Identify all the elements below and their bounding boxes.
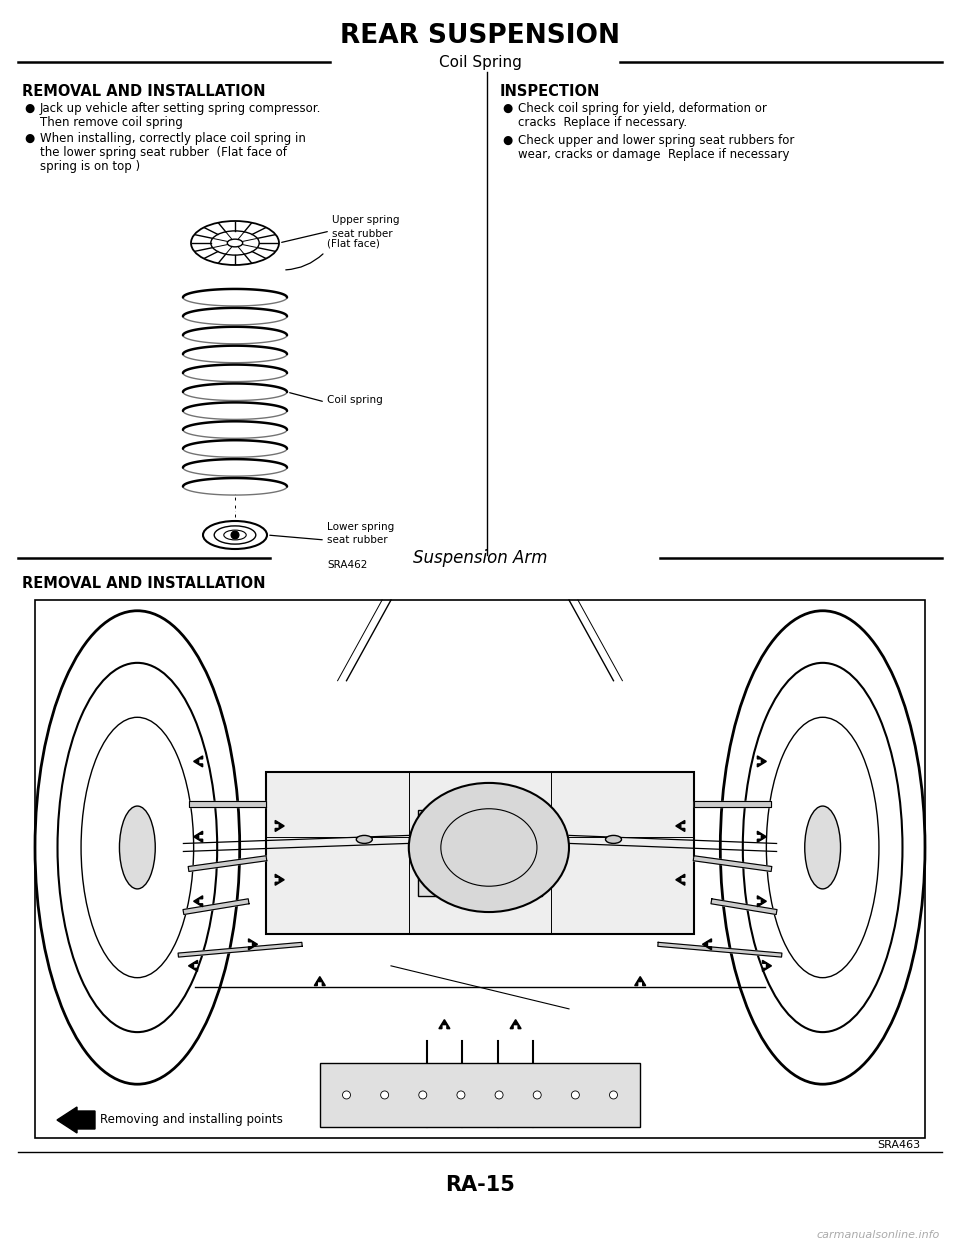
- Circle shape: [571, 1091, 579, 1099]
- FancyArrow shape: [314, 976, 325, 986]
- Ellipse shape: [409, 783, 569, 913]
- Ellipse shape: [119, 806, 156, 889]
- Text: ●: ●: [24, 102, 35, 115]
- Text: wear, cracks or damage  Replace if necessary: wear, cracks or damage Replace if necess…: [518, 148, 789, 161]
- Bar: [35, 600, 925, 1138]
- FancyArrow shape: [57, 1107, 95, 1133]
- Ellipse shape: [356, 835, 372, 843]
- Ellipse shape: [606, 835, 621, 843]
- FancyArrow shape: [194, 832, 203, 842]
- Text: Removing and installing points: Removing and installing points: [100, 1113, 283, 1127]
- Circle shape: [495, 1091, 503, 1099]
- Text: Coil Spring: Coil Spring: [439, 55, 521, 70]
- Circle shape: [457, 1091, 465, 1099]
- Polygon shape: [188, 855, 267, 871]
- FancyArrow shape: [188, 960, 198, 971]
- Polygon shape: [179, 942, 302, 957]
- Text: REMOVAL AND INSTALLATION: REMOVAL AND INSTALLATION: [22, 576, 266, 591]
- FancyArrow shape: [676, 874, 684, 885]
- FancyArrow shape: [676, 820, 684, 832]
- Text: Coil spring: Coil spring: [327, 395, 383, 405]
- Text: SRA463: SRA463: [876, 1140, 920, 1150]
- Circle shape: [610, 1091, 617, 1099]
- Text: (Flat face): (Flat face): [327, 238, 380, 248]
- FancyArrow shape: [757, 832, 766, 842]
- Text: Check upper and lower spring seat rubbers for: Check upper and lower spring seat rubber…: [518, 134, 794, 147]
- FancyArrow shape: [249, 939, 257, 950]
- Text: Check coil spring for yield, deformation or: Check coil spring for yield, deformation…: [518, 102, 767, 115]
- Polygon shape: [188, 802, 266, 808]
- Text: Jack up vehicle after setting spring compressor.: Jack up vehicle after setting spring com…: [40, 102, 322, 115]
- FancyArrow shape: [276, 820, 284, 832]
- Circle shape: [231, 532, 239, 539]
- FancyArrow shape: [510, 1020, 521, 1028]
- Text: cracks  Replace if necessary.: cracks Replace if necessary.: [518, 116, 687, 129]
- Text: ●: ●: [24, 132, 35, 144]
- Text: SRA462: SRA462: [327, 560, 368, 570]
- Text: When installing, correctly place coil spring in: When installing, correctly place coil sp…: [40, 132, 306, 144]
- Text: seat rubber: seat rubber: [332, 229, 393, 239]
- Bar: [266, 772, 693, 934]
- Text: REAR SUSPENSION: REAR SUSPENSION: [340, 22, 620, 49]
- FancyArrow shape: [194, 756, 203, 767]
- Polygon shape: [693, 855, 772, 871]
- Polygon shape: [658, 942, 781, 957]
- FancyArrow shape: [276, 874, 284, 885]
- Text: INSPECTION: INSPECTION: [500, 83, 600, 100]
- FancyArrow shape: [194, 896, 203, 906]
- Circle shape: [343, 1091, 350, 1099]
- Text: REMOVAL AND INSTALLATION: REMOVAL AND INSTALLATION: [22, 83, 266, 100]
- Ellipse shape: [804, 806, 841, 889]
- FancyArrow shape: [439, 1020, 450, 1028]
- Circle shape: [533, 1091, 541, 1099]
- Text: spring is on top ): spring is on top ): [40, 161, 140, 173]
- FancyArrow shape: [757, 896, 766, 906]
- Text: ●: ●: [502, 102, 513, 115]
- Bar: [320, 1063, 640, 1127]
- Text: RA-15: RA-15: [445, 1175, 515, 1195]
- Text: the lower spring seat rubber  (Flat face of: the lower spring seat rubber (Flat face …: [40, 146, 287, 159]
- FancyArrow shape: [762, 960, 772, 971]
- Text: Upper spring: Upper spring: [332, 215, 399, 225]
- Text: carmanualsonline.info: carmanualsonline.info: [817, 1230, 940, 1240]
- Polygon shape: [693, 802, 772, 808]
- Text: seat rubber: seat rubber: [327, 535, 388, 545]
- Text: Then remove coil spring: Then remove coil spring: [40, 116, 182, 129]
- FancyArrow shape: [757, 756, 766, 767]
- Text: Lower spring: Lower spring: [327, 522, 395, 532]
- Bar: [418, 809, 542, 896]
- Polygon shape: [711, 899, 777, 915]
- FancyArrow shape: [703, 939, 711, 950]
- Circle shape: [381, 1091, 389, 1099]
- Circle shape: [419, 1091, 427, 1099]
- Text: ●: ●: [502, 134, 513, 147]
- Text: Suspension Arm: Suspension Arm: [413, 549, 547, 566]
- FancyArrow shape: [635, 976, 646, 986]
- Polygon shape: [183, 899, 249, 915]
